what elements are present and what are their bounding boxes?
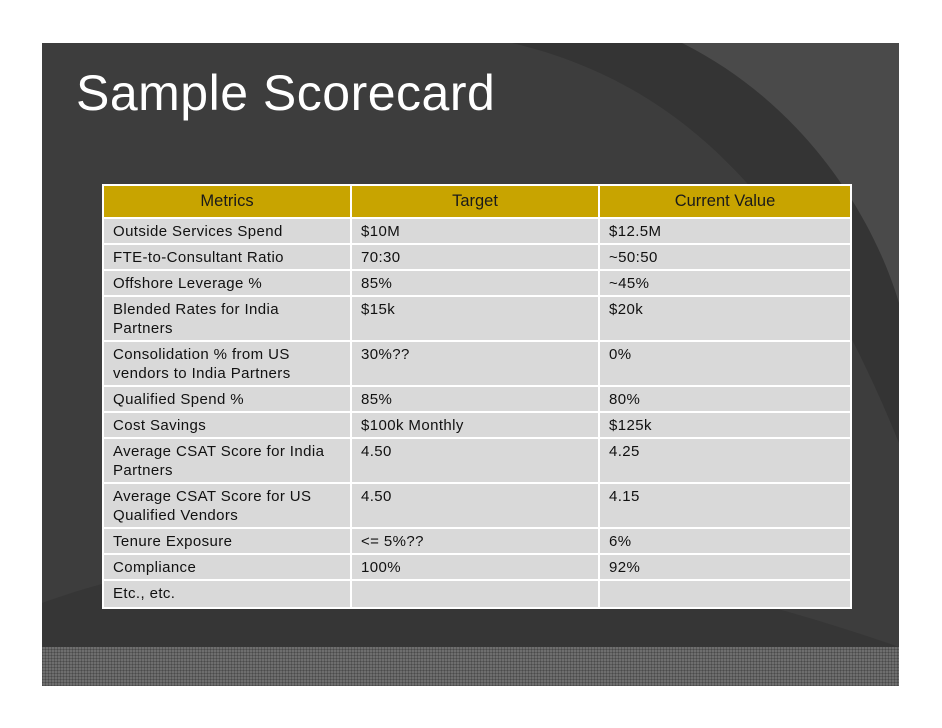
current-value-cell: 4.25 bbox=[598, 437, 852, 484]
metric-cell: Consolidation % from US vendors to India… bbox=[102, 340, 352, 387]
table-header-row: Metrics Target Current Value bbox=[102, 184, 852, 219]
metric-cell: Offshore Leverage % bbox=[102, 269, 352, 297]
header-metrics: Metrics bbox=[102, 184, 352, 219]
metric-cell: FTE-to-Consultant Ratio bbox=[102, 243, 352, 271]
table-row: Consolidation % from US vendors to India… bbox=[102, 340, 852, 387]
table-row: Qualified Spend % 85% 80% bbox=[102, 385, 852, 413]
current-value-cell: 80% bbox=[598, 385, 852, 413]
table-row: Cost Savings $100k Monthly $125k bbox=[102, 411, 852, 439]
metric-cell: Average CSAT Score for India Partners bbox=[102, 437, 352, 484]
target-cell bbox=[350, 579, 600, 609]
current-value-cell: ~50:50 bbox=[598, 243, 852, 271]
table-row: Compliance 100% 92% bbox=[102, 553, 852, 581]
current-value-cell bbox=[598, 579, 852, 609]
slide: Sample Scorecard Metrics Target Current … bbox=[42, 43, 899, 686]
current-value-cell: $20k bbox=[598, 295, 852, 342]
table-row: Offshore Leverage % 85% ~45% bbox=[102, 269, 852, 297]
metric-cell: Etc., etc. bbox=[102, 579, 352, 609]
table-row: Outside Services Spend $10M $12.5M bbox=[102, 217, 852, 245]
metric-cell: Blended Rates for India Partners bbox=[102, 295, 352, 342]
current-value-cell: $12.5M bbox=[598, 217, 852, 245]
metric-cell: Tenure Exposure bbox=[102, 527, 352, 555]
table-row: Etc., etc. bbox=[102, 579, 852, 609]
table-row: Blended Rates for India Partners $15k $2… bbox=[102, 295, 852, 342]
table-row: Average CSAT Score for US Qualified Vend… bbox=[102, 482, 852, 529]
target-cell: 4.50 bbox=[350, 482, 600, 529]
current-value-cell: 0% bbox=[598, 340, 852, 387]
header-target: Target bbox=[350, 184, 600, 219]
slide-title: Sample Scorecard bbox=[76, 65, 496, 121]
bottom-band bbox=[42, 647, 899, 686]
target-cell: $15k bbox=[350, 295, 600, 342]
metric-cell: Compliance bbox=[102, 553, 352, 581]
header-current-value: Current Value bbox=[598, 184, 852, 219]
metric-cell: Cost Savings bbox=[102, 411, 352, 439]
table-row: FTE-to-Consultant Ratio 70:30 ~50:50 bbox=[102, 243, 852, 271]
metric-cell: Outside Services Spend bbox=[102, 217, 352, 245]
table-row: Average CSAT Score for India Partners 4.… bbox=[102, 437, 852, 484]
target-cell: 30%?? bbox=[350, 340, 600, 387]
target-cell: <= 5%?? bbox=[350, 527, 600, 555]
target-cell: 70:30 bbox=[350, 243, 600, 271]
current-value-cell: 6% bbox=[598, 527, 852, 555]
metric-cell: Qualified Spend % bbox=[102, 385, 352, 413]
target-cell: $10M bbox=[350, 217, 600, 245]
metric-cell: Average CSAT Score for US Qualified Vend… bbox=[102, 482, 352, 529]
target-cell: 100% bbox=[350, 553, 600, 581]
current-value-cell: ~45% bbox=[598, 269, 852, 297]
target-cell: 85% bbox=[350, 385, 600, 413]
target-cell: 4.50 bbox=[350, 437, 600, 484]
scorecard-table: Metrics Target Current Value Outside Ser… bbox=[102, 184, 852, 609]
current-value-cell: 92% bbox=[598, 553, 852, 581]
current-value-cell: 4.15 bbox=[598, 482, 852, 529]
table-row: Tenure Exposure <= 5%?? 6% bbox=[102, 527, 852, 555]
target-cell: 85% bbox=[350, 269, 600, 297]
target-cell: $100k Monthly bbox=[350, 411, 600, 439]
current-value-cell: $125k bbox=[598, 411, 852, 439]
